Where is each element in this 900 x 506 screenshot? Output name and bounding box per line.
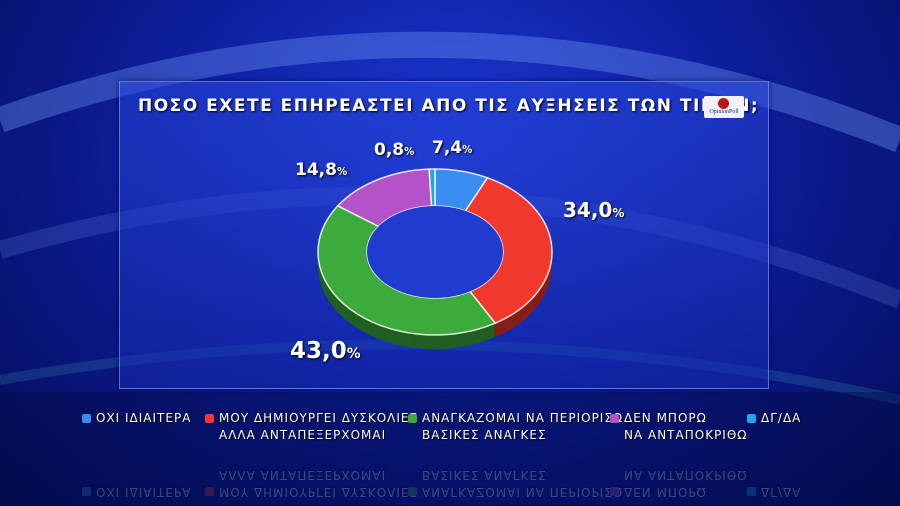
legend-label: ΔΓ/ΔΑ — [761, 411, 802, 425]
legend-item: ΑΝΑΓΚΑΖΟΜΑΙ ΝΑ ΠΕΡΙΟΡΙΣΩ ΒΑΣΙΚΕΣ ΑΝΑΓΚΕΣ — [408, 410, 623, 444]
data-label: 0,8% — [374, 140, 415, 160]
legend-swatch — [82, 487, 91, 496]
data-label: 7,4% — [432, 138, 473, 158]
legend-item: ΟΧΙ ΙΔΙΑΙΤΕΡΑ — [82, 483, 191, 500]
chart-title: ΠΟΣΟ ΕΧΕΤΕ ΕΠΗΡΕΑΣΤΕΙ ΑΠΟ ΤΙΣ ΑΥΞΗΣΕΙΣ Τ… — [138, 96, 760, 116]
legend-label: ΟΧΙ ΙΔΙΑΙΤΕΡΑ — [96, 411, 192, 425]
legend-item: ΟΧΙ ΙΔΙΑΙΤΕΡΑ — [82, 410, 191, 427]
legend-label: ΟΧΙ ΙΔΙΑΙΤΕΡΑ — [96, 485, 192, 499]
legend: ΟΧΙ ΙΔΙΑΙΤΕΡΑ ΜΟΥ ΔΗΜΙΟΥΡΓΕΙ ΔΥΣΚΟΛΙΕΣ ΑΛ… — [0, 410, 900, 450]
legend-swatch — [205, 487, 214, 496]
legend-label: ΜΟΥ ΔΗΜΙΟΥΡΓΕΙ ΔΥΣΚΟΛΙΕΣ ΑΛΛΑ ΑΝΤΑΠΕΞΕΡΧ… — [219, 468, 419, 499]
legend-item: ΔΓ/ΔΑ — [747, 483, 801, 500]
data-label: 43,0% — [290, 338, 361, 364]
legend-item: ΔΕΝ ΜΠΟΡΩ ΝΑ ΑΝΤΑΠΟΚΡΙΘΩ — [610, 466, 747, 500]
opinionpoll-logo: OpinionPoll — [704, 96, 744, 118]
legend-label: ΔΕΝ ΜΠΟΡΩ ΝΑ ΑΝΤΑΠΟΚΡΙΘΩ — [624, 411, 748, 442]
legend-label: ΔΕΝ ΜΠΟΡΩ ΝΑ ΑΝΤΑΠΟΚΡΙΘΩ — [624, 468, 748, 499]
logo-dot-icon — [718, 98, 729, 109]
legend-label: ΜΟΥ ΔΗΜΙΟΥΡΓΕΙ ΔΥΣΚΟΛΙΕΣ ΑΛΛΑ ΑΝΤΑΠΕΞΕΡΧ… — [219, 411, 419, 442]
data-label: 14,8% — [295, 160, 348, 180]
data-label: 34,0% — [563, 198, 625, 222]
legend-label: ΑΝΑΓΚΑΖΟΜΑΙ ΝΑ ΠΕΡΙΟΡΙΣΩ ΒΑΣΙΚΕΣ ΑΝΑΓΚΕΣ — [422, 411, 624, 442]
legend-item: ΔΓ/ΔΑ — [747, 410, 801, 427]
legend-reflection: ΟΧΙ ΙΔΙΑΙΤΕΡΑ ΜΟΥ ΔΗΜΙΟΥΡΓΕΙ ΔΥΣΚΟΛΙΕΣ ΑΛ… — [0, 450, 900, 500]
legend-swatch — [610, 414, 619, 423]
legend-swatch — [747, 487, 756, 496]
logo-text: OpinionPoll — [709, 109, 739, 115]
legend-item: ΜΟΥ ΔΗΜΙΟΥΡΓΕΙ ΔΥΣΚΟΛΙΕΣ ΑΛΛΑ ΑΝΤΑΠΕΞΕΡΧ… — [205, 466, 418, 500]
legend-label: ΑΝΑΓΚΑΖΟΜΑΙ ΝΑ ΠΕΡΙΟΡΙΣΩ ΒΑΣΙΚΕΣ ΑΝΑΓΚΕΣ — [422, 468, 624, 499]
legend-swatch — [82, 414, 91, 423]
legend-item: ΜΟΥ ΔΗΜΙΟΥΡΓΕΙ ΔΥΣΚΟΛΙΕΣ ΑΛΛΑ ΑΝΤΑΠΕΞΕΡΧ… — [205, 410, 418, 444]
legend-swatch — [408, 414, 417, 423]
legend-swatch — [408, 487, 417, 496]
legend-swatch — [747, 414, 756, 423]
legend-item: ΔΕΝ ΜΠΟΡΩ ΝΑ ΑΝΤΑΠΟΚΡΙΘΩ — [610, 410, 747, 444]
legend-item: ΑΝΑΓΚΑΖΟΜΑΙ ΝΑ ΠΕΡΙΟΡΙΣΩ ΒΑΣΙΚΕΣ ΑΝΑΓΚΕΣ — [408, 466, 623, 500]
donut-hole — [367, 206, 503, 298]
legend-swatch — [610, 487, 619, 496]
legend-swatch — [205, 414, 214, 423]
